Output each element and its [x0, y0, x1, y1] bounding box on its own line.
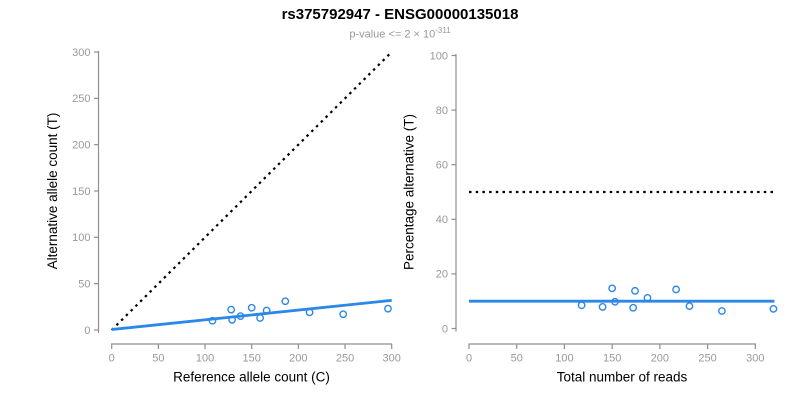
- y-axis-tick-label: 20: [436, 269, 448, 281]
- x-axis-tick-label: 0: [109, 353, 115, 365]
- data-point: [228, 315, 237, 324]
- data-point: [643, 294, 652, 302]
- x-axis-tick-label: 0: [466, 353, 472, 365]
- y-axis-title: Percentage alternative (T): [402, 114, 417, 270]
- x-axis-tick-label: 50: [152, 353, 164, 365]
- x-axis-tick-label: 150: [603, 353, 621, 365]
- x-axis-tick-label: 300: [383, 353, 401, 365]
- data-point: [256, 314, 264, 322]
- data-point: [208, 316, 217, 325]
- data-point: [262, 306, 271, 315]
- x-axis-title: Total number of reads: [557, 370, 688, 385]
- data-point: [629, 303, 638, 312]
- y-axis-tick-label: 0: [442, 323, 448, 335]
- data-point: [608, 284, 617, 293]
- x-axis-title: Reference allele count (C): [173, 370, 330, 385]
- data-point: [384, 304, 392, 313]
- x-axis-tick-label: 300: [746, 353, 764, 365]
- data-point: [631, 286, 639, 295]
- y-axis-tick-label: 0: [84, 325, 90, 337]
- fit-line: [111, 298, 392, 331]
- y-axis-tick-label: 150: [72, 186, 90, 198]
- data-point: [769, 304, 778, 313]
- data-point: [305, 308, 314, 317]
- data-point: [236, 312, 245, 320]
- data-point: [598, 303, 607, 311]
- panel-right: 0 20 40 60 80 100 0 50 100 150 200 250 300 Total numb…: [402, 50, 778, 385]
- y-axis-tick-label: 40: [436, 214, 448, 226]
- y-axis-tick-label: 80: [436, 105, 448, 117]
- x-axis-tick-label: 100: [196, 353, 214, 365]
- x-axis-tick-label: 150: [243, 353, 261, 365]
- x-axis-tick-label: 200: [651, 353, 669, 365]
- y-axis-tick-label: 300: [72, 47, 90, 59]
- figure-title: rs375792947 - ENSG00000135018: [281, 6, 519, 23]
- data-point: [281, 297, 290, 306]
- y-axis-tick-label: 250: [72, 93, 90, 105]
- y-axis-tick-label: 100: [430, 50, 448, 62]
- panel-left: 0 50 100 150 200 250 300 0 50 100 150 200 250 300 Refe…: [45, 47, 401, 385]
- pvalue-exponent: -311: [435, 26, 451, 35]
- y-axis-title: Alternative allele count (T): [45, 113, 60, 270]
- pvalue-text: p-value <= 2 × 10: [349, 28, 436, 41]
- x-axis-tick-label: 250: [698, 353, 716, 365]
- x-axis-tick-label: 200: [289, 353, 307, 365]
- data-point: [247, 303, 256, 312]
- y-axis-tick-label: 200: [72, 139, 90, 151]
- x-axis-tick-label: 250: [336, 353, 354, 365]
- y-axis-tick-label: 50: [78, 278, 90, 290]
- data-point: [611, 297, 619, 306]
- data-point: [339, 310, 348, 319]
- y-axis-tick-label: 60: [436, 160, 448, 172]
- x-axis-tick-label: 100: [555, 353, 573, 365]
- data-point: [685, 302, 694, 311]
- identity-line: [110, 51, 393, 331]
- figure-subtitle: p-value <= 2 × 10-311: [0, 26, 800, 41]
- data-point: [227, 305, 236, 314]
- data-point: [672, 285, 680, 294]
- data-point: [717, 307, 726, 315]
- x-axis-tick-label: 50: [511, 353, 523, 365]
- y-axis-tick-label: 100: [72, 232, 90, 244]
- data-point: [577, 301, 586, 310]
